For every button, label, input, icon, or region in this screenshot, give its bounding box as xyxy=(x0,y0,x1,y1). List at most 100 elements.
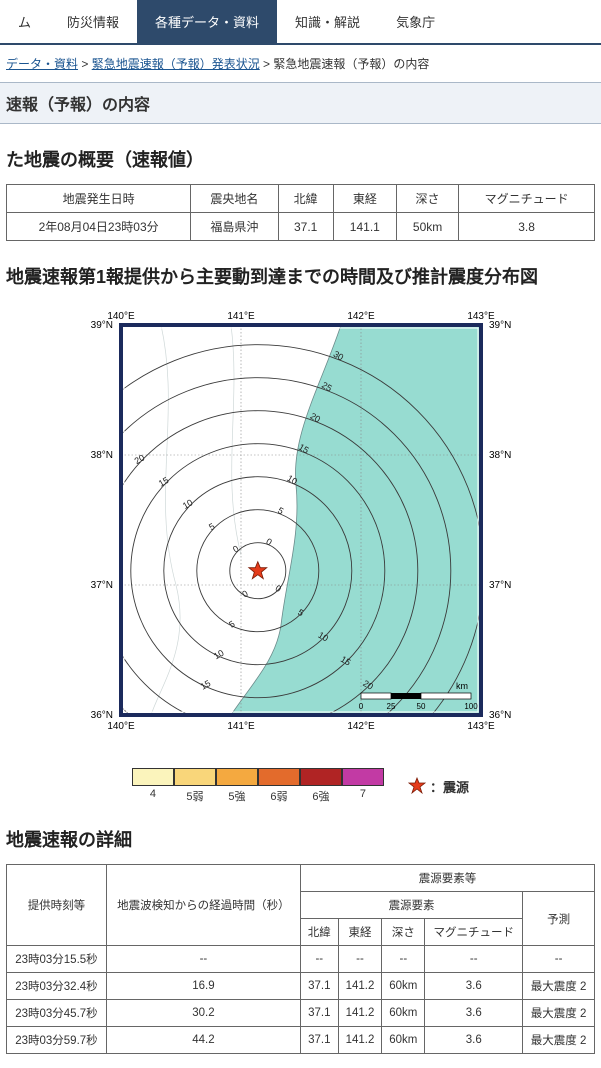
th-group-src: 震源要素 xyxy=(300,892,522,919)
th-time: 提供時刻等 xyxy=(7,865,107,946)
section-title-summary: た地震の概要（速報値） xyxy=(6,146,595,172)
legend-swatches: 45弱5強6弱6強7 xyxy=(132,768,384,804)
svg-text:38°N: 38°N xyxy=(90,450,112,461)
swatch-box xyxy=(174,768,216,786)
svg-text:0: 0 xyxy=(358,702,363,711)
table-cell: 23時03分45.7秒 xyxy=(7,1000,107,1027)
star-icon xyxy=(408,777,426,795)
th-elapsed: 地震波検知からの経過時間（秒） xyxy=(106,865,300,946)
legend-swatch: 6弱 xyxy=(258,768,300,804)
swatch-box xyxy=(342,768,384,786)
nav-item-knowledge[interactable]: 知識・解説 xyxy=(277,0,378,43)
svg-text:37°N: 37°N xyxy=(489,580,511,591)
table-cell: -- xyxy=(300,946,338,973)
svg-text:37°N: 37°N xyxy=(90,580,112,591)
table-cell: 141.2 xyxy=(338,973,382,1000)
table-row: 23時03分15.5秒------------ xyxy=(7,946,595,973)
svg-text:36°N: 36°N xyxy=(489,710,511,721)
table-cell: 60km xyxy=(382,1000,425,1027)
swatch-label: 5強 xyxy=(216,788,258,804)
intensity-legend: 45弱5強6弱6強7 ：震源 xyxy=(0,768,601,804)
breadcrumb-link-2[interactable]: 緊急地震速報（予報）発表状況 xyxy=(92,57,260,71)
section-title-map: 地震速報第1報提供から主要動到達までの時間及び推計震度分布図 xyxy=(6,263,595,289)
svg-text:39°N: 39°N xyxy=(489,320,511,331)
top-nav: ム 防災情報 各種データ・資料 知識・解説 気象庁 xyxy=(0,0,601,45)
table-cell: 最大震度 2 xyxy=(523,1027,595,1054)
section-title-details: 地震速報の詳細 xyxy=(6,826,595,852)
table-cell: 141.2 xyxy=(338,1027,382,1054)
nav-item-bosai[interactable]: 防災情報 xyxy=(49,0,137,43)
th-mag: マグニチュード xyxy=(459,185,595,213)
breadcrumb-sep: > xyxy=(260,57,274,71)
svg-text:km: km xyxy=(456,681,468,691)
table-cell: 3.6 xyxy=(425,1000,523,1027)
td-region: 福島県沖 xyxy=(191,213,278,241)
details-table: 提供時刻等 地震波検知からの経過時間（秒） 震源要素等 震源要素 予測 北緯 東… xyxy=(6,864,595,1054)
nav-item-data[interactable]: 各種データ・資料 xyxy=(137,0,277,43)
table-cell: 37.1 xyxy=(300,1027,338,1054)
swatch-label: 5弱 xyxy=(174,788,216,804)
th-lon2: 東経 xyxy=(338,919,382,946)
svg-text:142°E: 142°E xyxy=(347,311,375,322)
svg-text:50: 50 xyxy=(416,702,425,711)
table-cell: -- xyxy=(425,946,523,973)
table-cell: 141.2 xyxy=(338,1000,382,1027)
table-cell: 30.2 xyxy=(106,1000,300,1027)
nav-item-home[interactable]: ム xyxy=(0,0,49,43)
swatch-box xyxy=(300,768,342,786)
page-title: 速報（予報）の内容 xyxy=(0,82,601,124)
map-figure: 0000555510101010151515152020202530km0255… xyxy=(0,305,601,758)
legend-swatch: 7 xyxy=(342,768,384,800)
th-region: 震央地名 xyxy=(191,185,278,213)
th-lon: 東経 xyxy=(333,185,396,213)
legend-swatch: 5弱 xyxy=(174,768,216,804)
svg-text:36°N: 36°N xyxy=(90,710,112,721)
breadcrumb: データ・資料 > 緊急地震速報（予報）発表状況 > 緊急地震速報（予報）の内容 xyxy=(0,45,601,82)
svg-text:38°N: 38°N xyxy=(489,450,511,461)
swatch-box xyxy=(258,768,300,786)
th-depth: 深さ xyxy=(396,185,458,213)
th-depth2: 深さ xyxy=(382,919,425,946)
table-cell: 23時03分59.7秒 xyxy=(7,1027,107,1054)
th-lat: 北緯 xyxy=(278,185,333,213)
table-row: 地震発生日時 震央地名 北緯 東経 深さ マグニチュード xyxy=(7,185,595,213)
th-group-top: 震源要素等 xyxy=(300,865,594,892)
breadcrumb-sep: > xyxy=(78,57,92,71)
table-cell: -- xyxy=(523,946,595,973)
breadcrumb-current: 緊急地震速報（予報）の内容 xyxy=(273,57,429,71)
table-row: 23時03分32.4秒16.937.1141.260km3.6最大震度 2 xyxy=(7,973,595,1000)
table-cell: 3.6 xyxy=(425,973,523,1000)
swatch-label: 6強 xyxy=(300,788,342,804)
svg-text:141°E: 141°E xyxy=(227,721,255,732)
table-cell: 3.6 xyxy=(425,1027,523,1054)
legend-epicenter-label: ：震源 xyxy=(430,777,469,796)
table-cell: 23時03分15.5秒 xyxy=(7,946,107,973)
td-datetime: 2年08月04日23時03分 xyxy=(7,213,191,241)
table-cell: 最大震度 2 xyxy=(523,973,595,1000)
td-lon: 141.1 xyxy=(333,213,396,241)
svg-text:39°N: 39°N xyxy=(90,320,112,331)
table-cell: -- xyxy=(106,946,300,973)
table-row: 2年08月04日23時03分 福島県沖 37.1 141.1 50km 3.8 xyxy=(7,213,595,241)
legend-swatch: 6強 xyxy=(300,768,342,804)
table-cell: 60km xyxy=(382,1027,425,1054)
swatch-box xyxy=(216,768,258,786)
th-datetime: 地震発生日時 xyxy=(7,185,191,213)
td-depth: 50km xyxy=(396,213,458,241)
table-row: 23時03分45.7秒30.237.1141.260km3.6最大震度 2 xyxy=(7,1000,595,1027)
swatch-label: 6弱 xyxy=(258,788,300,804)
nav-item-jma[interactable]: 気象庁 xyxy=(378,0,453,43)
summary-table: 地震発生日時 震央地名 北緯 東経 深さ マグニチュード 2年08月04日23時… xyxy=(6,184,595,241)
table-cell: -- xyxy=(382,946,425,973)
map-svg: 0000555510101010151515152020202530km0255… xyxy=(71,305,531,755)
th-mag2: マグニチュード xyxy=(425,919,523,946)
legend-swatch: 5強 xyxy=(216,768,258,804)
th-pred: 予測 xyxy=(523,892,595,946)
svg-text:140°E: 140°E xyxy=(107,721,135,732)
svg-text:142°E: 142°E xyxy=(347,721,375,732)
td-mag: 3.8 xyxy=(459,213,595,241)
breadcrumb-link-1[interactable]: データ・資料 xyxy=(6,57,78,71)
swatch-label: 7 xyxy=(342,788,384,800)
swatch-label: 4 xyxy=(132,788,174,800)
table-cell: 60km xyxy=(382,973,425,1000)
